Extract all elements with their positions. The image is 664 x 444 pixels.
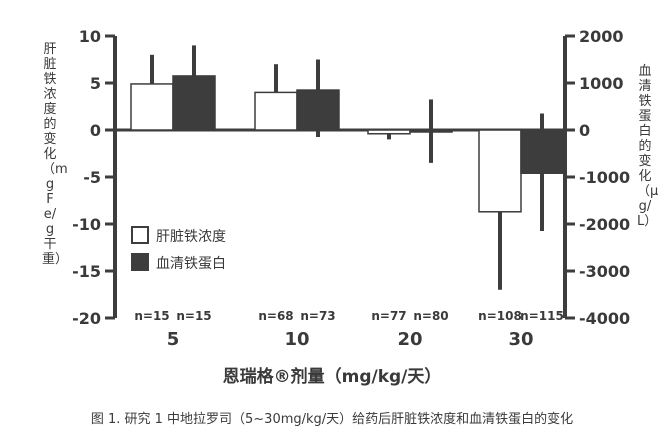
bar-liver-iron — [254, 91, 298, 131]
x-tick-label: 20 — [397, 329, 422, 350]
sample-size-label: n=80 — [413, 309, 448, 323]
x-tick-label: 10 — [284, 329, 309, 350]
chart: 10 5 0 -5 -10 -15 -20 2000 1000 0 -1000 -2000 -3000 -… — [72, 27, 630, 350]
right-tick-label: -2000 — [579, 215, 630, 234]
left-axis-label: 肝脏铁浓度的变化（mg Fe/g 干重） — [42, 42, 69, 267]
x-tick-label: 30 — [508, 329, 533, 350]
sample-size-label: n=115 — [520, 309, 564, 323]
figure-caption: 图 1. 研究 1 中地拉罗司（5~30mg/kg/天）给药后肝脏铁浓度和血清铁… — [90, 412, 574, 427]
legend-label: 血清铁蛋白 — [156, 256, 226, 272]
bar-serum-ferritin — [409, 129, 453, 133]
bar-serum-ferritin — [296, 89, 340, 131]
x-tick-label: 5 — [167, 329, 180, 350]
bar-serum-ferritin — [172, 75, 216, 131]
left-tick-label: 0 — [90, 121, 101, 140]
right-axis-label: 血清铁蛋白的变化（μg/L） — [637, 64, 659, 229]
sample-size-label: n=15 — [134, 309, 169, 323]
left-tick-label: -5 — [83, 168, 101, 187]
right-tick-label: 2000 — [579, 27, 624, 46]
bar-serum-ferritin — [520, 129, 564, 174]
x-axis-label: 恩瑞格®剂量（mg/kg/天） — [222, 367, 442, 387]
sample-size-label: n=15 — [176, 309, 211, 323]
legend-swatch — [131, 226, 149, 244]
right-tick-label: 0 — [579, 121, 590, 140]
sample-size-label: n=68 — [258, 309, 293, 323]
right-tick-label: 1000 — [579, 74, 624, 93]
bar-liver-iron — [367, 129, 411, 135]
legend-swatch — [131, 253, 149, 271]
bar-liver-iron — [478, 129, 522, 213]
left-tick-label: -15 — [72, 262, 101, 281]
sample-size-label: n=73 — [300, 309, 335, 323]
right-tick-label: -4000 — [579, 309, 630, 328]
left-tick-label: -20 — [72, 309, 101, 328]
sample-size-label: n=77 — [371, 309, 406, 323]
right-tick-label: -1000 — [579, 168, 630, 187]
right-tick-label: -3000 — [579, 262, 630, 281]
left-tick-label: -10 — [72, 215, 101, 234]
left-tick-label: 5 — [90, 74, 101, 93]
sample-size-label: n=108 — [478, 309, 522, 323]
bar-liver-iron — [130, 83, 174, 131]
legend-label: 肝脏铁浓度 — [156, 229, 226, 245]
left-tick-label: 10 — [79, 27, 101, 46]
